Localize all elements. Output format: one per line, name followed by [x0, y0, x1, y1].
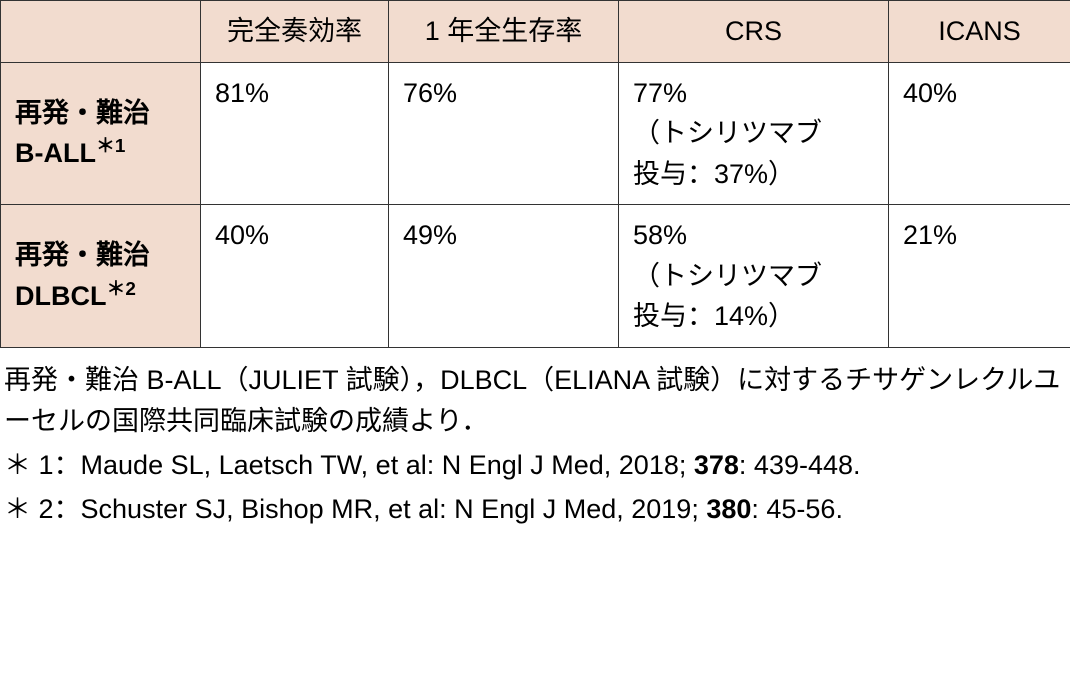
footnotes-section: 再発・難治 B-ALL（JULIET 試験），DLBCL（ELIANA 試験）に…: [0, 360, 1070, 531]
footnote-caption: 再発・難治 B-ALL（JULIET 試験），DLBCL（ELIANA 試験）に…: [4, 360, 1066, 444]
cell-dlbcl-crs: 58% （トシリツマブ 投与：14%）: [619, 205, 889, 348]
cell-ball-crs: 77% （トシリツマブ 投与：37%）: [619, 62, 889, 205]
cell-dlbcl-complete-response: 40%: [201, 205, 389, 348]
crs-line3: 投与：37%）: [633, 159, 795, 189]
row-header-sup: ＊1: [96, 136, 125, 157]
header-one-year-survival: 1 年全生存率: [389, 1, 619, 63]
crs-line1: 77%: [633, 78, 687, 108]
header-complete-response: 完全奏効率: [201, 1, 389, 63]
cell-ball-icans: 40%: [889, 62, 1070, 205]
ref1-text-b: : 439-448.: [739, 450, 861, 480]
cell-ball-complete-response: 81%: [201, 62, 389, 205]
row-header-line2: B-ALL: [15, 138, 96, 168]
ref2-volume: 380: [706, 494, 751, 524]
table-row: 再発・難治 DLBCL＊2 40% 49% 58% （トシリツマブ 投与：14%…: [1, 205, 1070, 348]
table-row: 再発・難治 B-ALL＊1 81% 76% 77% （トシリツマブ 投与：37%…: [1, 62, 1070, 205]
cell-ball-one-year-survival: 76%: [389, 62, 619, 205]
ref2-prefix: ＊ 2：: [4, 494, 81, 524]
clinical-trial-table-container: 完全奏効率 1 年全生存率 CRS ICANS 再発・難治 B-ALL＊1 81…: [0, 0, 1070, 531]
header-icans: ICANS: [889, 1, 1070, 63]
row-header-ball: 再発・難治 B-ALL＊1: [1, 62, 201, 205]
crs-line2: （トシリツマブ: [633, 261, 822, 291]
row-header-line1: 再発・難治: [15, 98, 150, 128]
ref1-text-a: Maude SL, Laetsch TW, et al: N Engl J Me…: [81, 450, 694, 480]
ref1-volume: 378: [694, 450, 739, 480]
row-header-sup: ＊2: [106, 279, 135, 300]
ref1-prefix: ＊ 1：: [4, 450, 81, 480]
clinical-trial-table: 完全奏効率 1 年全生存率 CRS ICANS 再発・難治 B-ALL＊1 81…: [0, 0, 1070, 348]
crs-line3: 投与：14%）: [633, 301, 795, 331]
header-blank: [1, 1, 201, 63]
table-header-row: 完全奏効率 1 年全生存率 CRS ICANS: [1, 1, 1070, 63]
cell-dlbcl-icans: 21%: [889, 205, 1070, 348]
ref2-text-a: Schuster SJ, Bishop MR, et al: N Engl J …: [81, 494, 707, 524]
crs-line2: （トシリツマブ: [633, 118, 822, 148]
ref2-text-b: : 45-56.: [751, 494, 843, 524]
footnote-ref-1: ＊ 1：Maude SL, Laetsch TW, et al: N Engl …: [4, 445, 1066, 487]
footnote-ref-2: ＊ 2：Schuster SJ, Bishop MR, et al: N Eng…: [4, 489, 1066, 531]
cell-dlbcl-one-year-survival: 49%: [389, 205, 619, 348]
row-header-line2: DLBCL: [15, 281, 106, 311]
header-crs: CRS: [619, 1, 889, 63]
row-header-dlbcl: 再発・難治 DLBCL＊2: [1, 205, 201, 348]
crs-line1: 58%: [633, 220, 687, 250]
row-header-line1: 再発・難治: [15, 240, 150, 270]
